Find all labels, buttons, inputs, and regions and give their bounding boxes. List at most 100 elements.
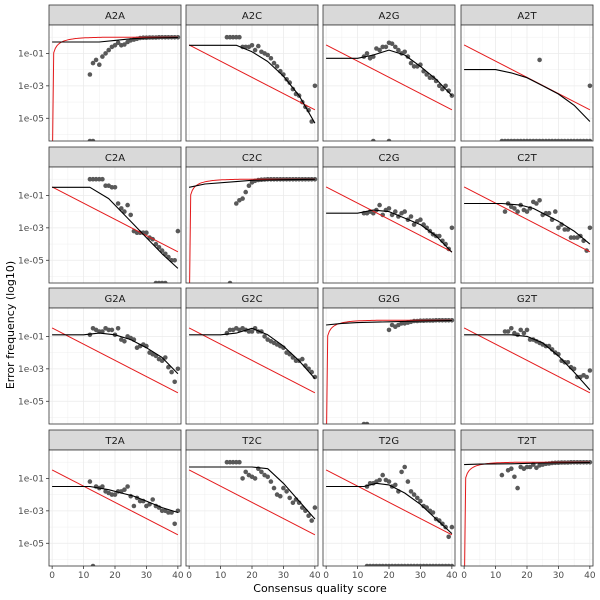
data-layer: [325, 186, 455, 253]
panel-border: [48, 166, 182, 284]
data-layer: [463, 326, 593, 394]
data-point: [386, 206, 392, 211]
data-point: [144, 230, 149, 235]
data-point: [408, 489, 414, 494]
data-point: [546, 210, 552, 216]
x-tick-label: 10: [215, 571, 227, 581]
data-point: [524, 327, 530, 333]
facet-strip-label: T2T: [517, 436, 537, 447]
facet-strip-label: G2A: [105, 294, 126, 305]
facet-strip-label: T2G: [378, 436, 399, 447]
nominal-error-line: [463, 327, 591, 394]
x-tick-label: 40: [584, 571, 596, 581]
facet-strip-label: A2A: [105, 11, 125, 22]
facet-panel-g2a: G2A 1e-01 1e-03 1e-05: [18, 287, 182, 425]
x-tick-label: 30: [278, 571, 290, 581]
data-point: [312, 177, 318, 182]
data-point: [386, 327, 392, 333]
fitted-error-line: [464, 202, 591, 245]
x-tick-label: 10: [352, 571, 364, 581]
data-point: [255, 43, 261, 49]
data-point: [534, 201, 539, 206]
x-tick-label: 20: [383, 571, 395, 581]
data-point: [393, 44, 398, 50]
data-point: [389, 41, 395, 46]
facet-strip-label: T2C: [241, 436, 261, 447]
panel-border: [322, 307, 456, 425]
data-point: [100, 484, 105, 489]
data-point: [587, 83, 593, 89]
data-point: [408, 214, 414, 219]
nominal-error-line: [188, 44, 316, 111]
data-point: [172, 379, 177, 385]
grid: [323, 167, 455, 283]
data-point: [430, 75, 436, 80]
data-point: [440, 521, 445, 527]
x-axis-title: Consensus quality score: [253, 582, 387, 595]
data-point: [534, 465, 539, 471]
data-point: [584, 374, 589, 380]
panel-border: [48, 24, 182, 142]
facet-strip-label: C2C: [242, 153, 262, 164]
data-point: [230, 459, 236, 465]
data-layer: [188, 34, 318, 124]
nominal-error-line: [463, 186, 591, 253]
data-point: [249, 43, 255, 48]
data-point: [112, 185, 118, 190]
y-tick-label: 1e-05: [18, 114, 44, 124]
nominal-error-line: [188, 327, 316, 394]
fitted-error-line: [189, 44, 316, 124]
facet-panel-a2a: A2A 1e-01 1e-03 1e-05: [18, 4, 182, 142]
x-tick-label: 20: [521, 571, 533, 581]
data-point: [408, 60, 414, 66]
fitted-error-line: [464, 69, 591, 122]
data-point: [243, 189, 248, 195]
data-point: [166, 510, 171, 515]
fitted-error-line: [464, 461, 590, 466]
data-point: [100, 329, 105, 334]
data-point: [240, 196, 245, 201]
x-tick-label: 30: [415, 571, 427, 581]
facet-panel-g2g: G2G: [322, 287, 456, 425]
data-point: [90, 563, 96, 566]
facet-strip-label: C2A: [105, 153, 125, 164]
data-point: [415, 495, 420, 501]
facet-panel-c2g: C2G: [322, 146, 456, 284]
data-layer: [51, 326, 181, 394]
panel-border: [322, 166, 456, 284]
data-point: [122, 487, 127, 493]
data-point: [159, 248, 165, 253]
data-layer: [188, 326, 318, 394]
x-tick-label: 10: [490, 571, 502, 581]
data-point: [137, 498, 143, 504]
facet-panel-a2g: A2G: [322, 4, 456, 142]
data-point: [227, 280, 233, 283]
nominal-error-line: [51, 327, 179, 394]
panels-layer: A2A 1e-01 1e-03 1e-05 A2C A2G A2T C2A 1e-01 1e-03…: [18, 4, 596, 581]
data-point: [364, 51, 370, 56]
data-point: [587, 225, 593, 231]
data-point: [259, 469, 264, 475]
x-tick-label: 20: [109, 571, 121, 581]
grid: [186, 308, 318, 424]
data-point: [437, 518, 442, 523]
data-point: [122, 42, 127, 47]
data-point: [527, 464, 533, 470]
data-point: [402, 464, 408, 470]
grid: [186, 25, 318, 141]
panel-border: [185, 166, 319, 284]
data-point: [243, 469, 248, 475]
y-tick-label: 1e-03: [18, 507, 44, 517]
data-point: [268, 479, 274, 484]
data-layer: [464, 460, 593, 566]
data-point: [380, 472, 386, 478]
data-point: [153, 241, 159, 247]
data-point: [112, 43, 118, 48]
data-point: [411, 222, 417, 227]
data-point: [246, 183, 252, 188]
data-point: [512, 206, 517, 211]
x-tick-label: 0: [186, 571, 192, 581]
data-point: [443, 83, 448, 89]
y-tick-label: 1e-03: [18, 82, 44, 92]
data-point: [430, 510, 436, 515]
